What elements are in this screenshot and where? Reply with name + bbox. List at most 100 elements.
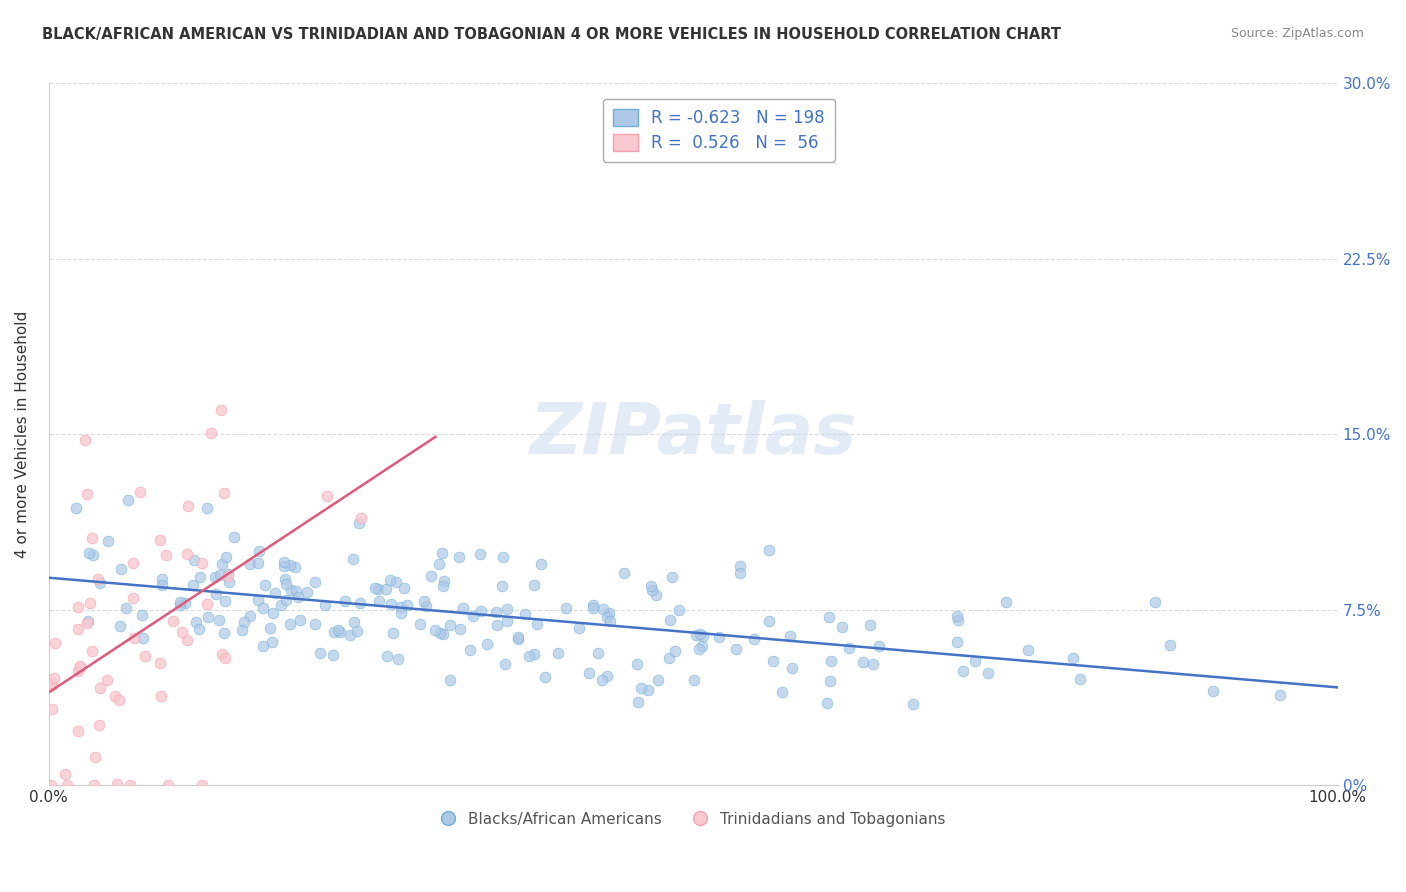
Point: [79, 596, 101, 610]
Point: [831, 620, 853, 634]
Point: [124, 632, 146, 646]
Point: [475, 637, 498, 651]
Point: [517, 649, 540, 664]
Point: [44, 636, 66, 650]
Point: [903, 697, 925, 711]
Point: [177, 499, 200, 513]
Text: ZIPatlas: ZIPatlas: [530, 400, 856, 469]
Point: [343, 615, 366, 629]
Point: [582, 600, 605, 615]
Point: [439, 673, 461, 687]
Point: [323, 624, 346, 639]
Point: [346, 624, 368, 638]
Point: [392, 581, 415, 595]
Point: [80, 532, 103, 546]
Point: [260, 635, 283, 649]
Point: [150, 573, 173, 587]
Point: [449, 622, 471, 636]
Point: [262, 607, 284, 621]
Point: [67, 664, 90, 678]
Point: [264, 586, 287, 600]
Text: BLACK/AFRICAN AMERICAN VS TRINIDADIAN AND TOBAGONIAN 4 OR MORE VEHICLES IN HOUSE: BLACK/AFRICAN AMERICAN VS TRINIDADIAN AN…: [42, 27, 1062, 42]
Point: [69, 658, 91, 673]
Point: [67, 600, 90, 615]
Point: [995, 594, 1018, 608]
Point: [316, 489, 339, 503]
Point: [278, 558, 301, 572]
Point: [169, 595, 191, 609]
Point: [176, 547, 198, 561]
Point: [76, 615, 98, 630]
Point: [42, 671, 65, 685]
Point: [568, 621, 591, 635]
Point: [172, 624, 194, 639]
Point: [105, 777, 128, 791]
Point: [252, 639, 274, 653]
Point: [409, 617, 432, 632]
Point: [599, 614, 621, 628]
Point: [758, 614, 780, 628]
Point: [211, 558, 233, 572]
Point: [247, 543, 270, 558]
Point: [131, 608, 153, 623]
Point: [380, 597, 402, 611]
Point: [314, 599, 336, 613]
Point: [149, 656, 172, 670]
Point: [96, 673, 118, 687]
Point: [283, 560, 305, 574]
Point: [862, 657, 884, 672]
Point: [494, 657, 516, 672]
Point: [389, 599, 412, 614]
Point: [280, 582, 302, 597]
Point: [458, 643, 481, 657]
Point: [453, 601, 475, 615]
Point: [522, 647, 544, 661]
Point: [682, 673, 704, 687]
Point: [83, 778, 105, 792]
Point: [217, 567, 239, 582]
Point: [658, 650, 681, 665]
Point: [728, 566, 751, 581]
Point: [188, 570, 211, 584]
Point: [246, 593, 269, 607]
Point: [295, 584, 318, 599]
Point: [613, 566, 636, 580]
Point: [815, 696, 838, 710]
Point: [97, 534, 120, 549]
Point: [367, 582, 389, 596]
Point: [495, 614, 517, 628]
Point: [108, 693, 131, 707]
Point: [347, 516, 370, 530]
Point: [77, 615, 100, 629]
Legend: Blacks/African Americans, Trinidadians and Tobagonians: Blacks/African Americans, Trinidadians a…: [434, 806, 952, 834]
Point: [204, 569, 226, 583]
Point: [67, 724, 90, 739]
Point: [820, 673, 842, 688]
Point: [658, 613, 681, 627]
Point: [395, 599, 418, 613]
Point: [270, 598, 292, 612]
Point: [387, 652, 409, 666]
Point: [183, 553, 205, 567]
Point: [259, 621, 281, 635]
Point: [945, 609, 967, 624]
Point: [212, 486, 235, 500]
Point: [486, 618, 509, 632]
Point: [246, 556, 269, 570]
Point: [780, 661, 803, 675]
Point: [304, 617, 326, 632]
Point: [211, 647, 233, 661]
Point: [239, 557, 262, 571]
Point: [121, 591, 143, 605]
Point: [1062, 650, 1084, 665]
Text: Source: ZipAtlas.com: Source: ZipAtlas.com: [1230, 27, 1364, 40]
Point: [859, 618, 882, 632]
Point: [132, 631, 155, 645]
Point: [375, 648, 398, 663]
Point: [287, 590, 309, 604]
Point: [82, 644, 104, 658]
Point: [630, 681, 652, 695]
Point: [820, 654, 842, 668]
Point: [115, 601, 138, 615]
Point: [322, 648, 344, 663]
